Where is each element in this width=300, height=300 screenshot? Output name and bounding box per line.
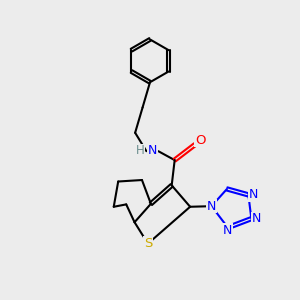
Text: N: N (148, 144, 157, 157)
Text: S: S (144, 237, 152, 250)
Text: N: N (223, 224, 232, 237)
Text: O: O (195, 134, 206, 147)
Text: N: N (252, 212, 261, 225)
Text: H: H (136, 144, 145, 157)
Text: N: N (207, 200, 216, 213)
Text: N: N (249, 188, 258, 201)
